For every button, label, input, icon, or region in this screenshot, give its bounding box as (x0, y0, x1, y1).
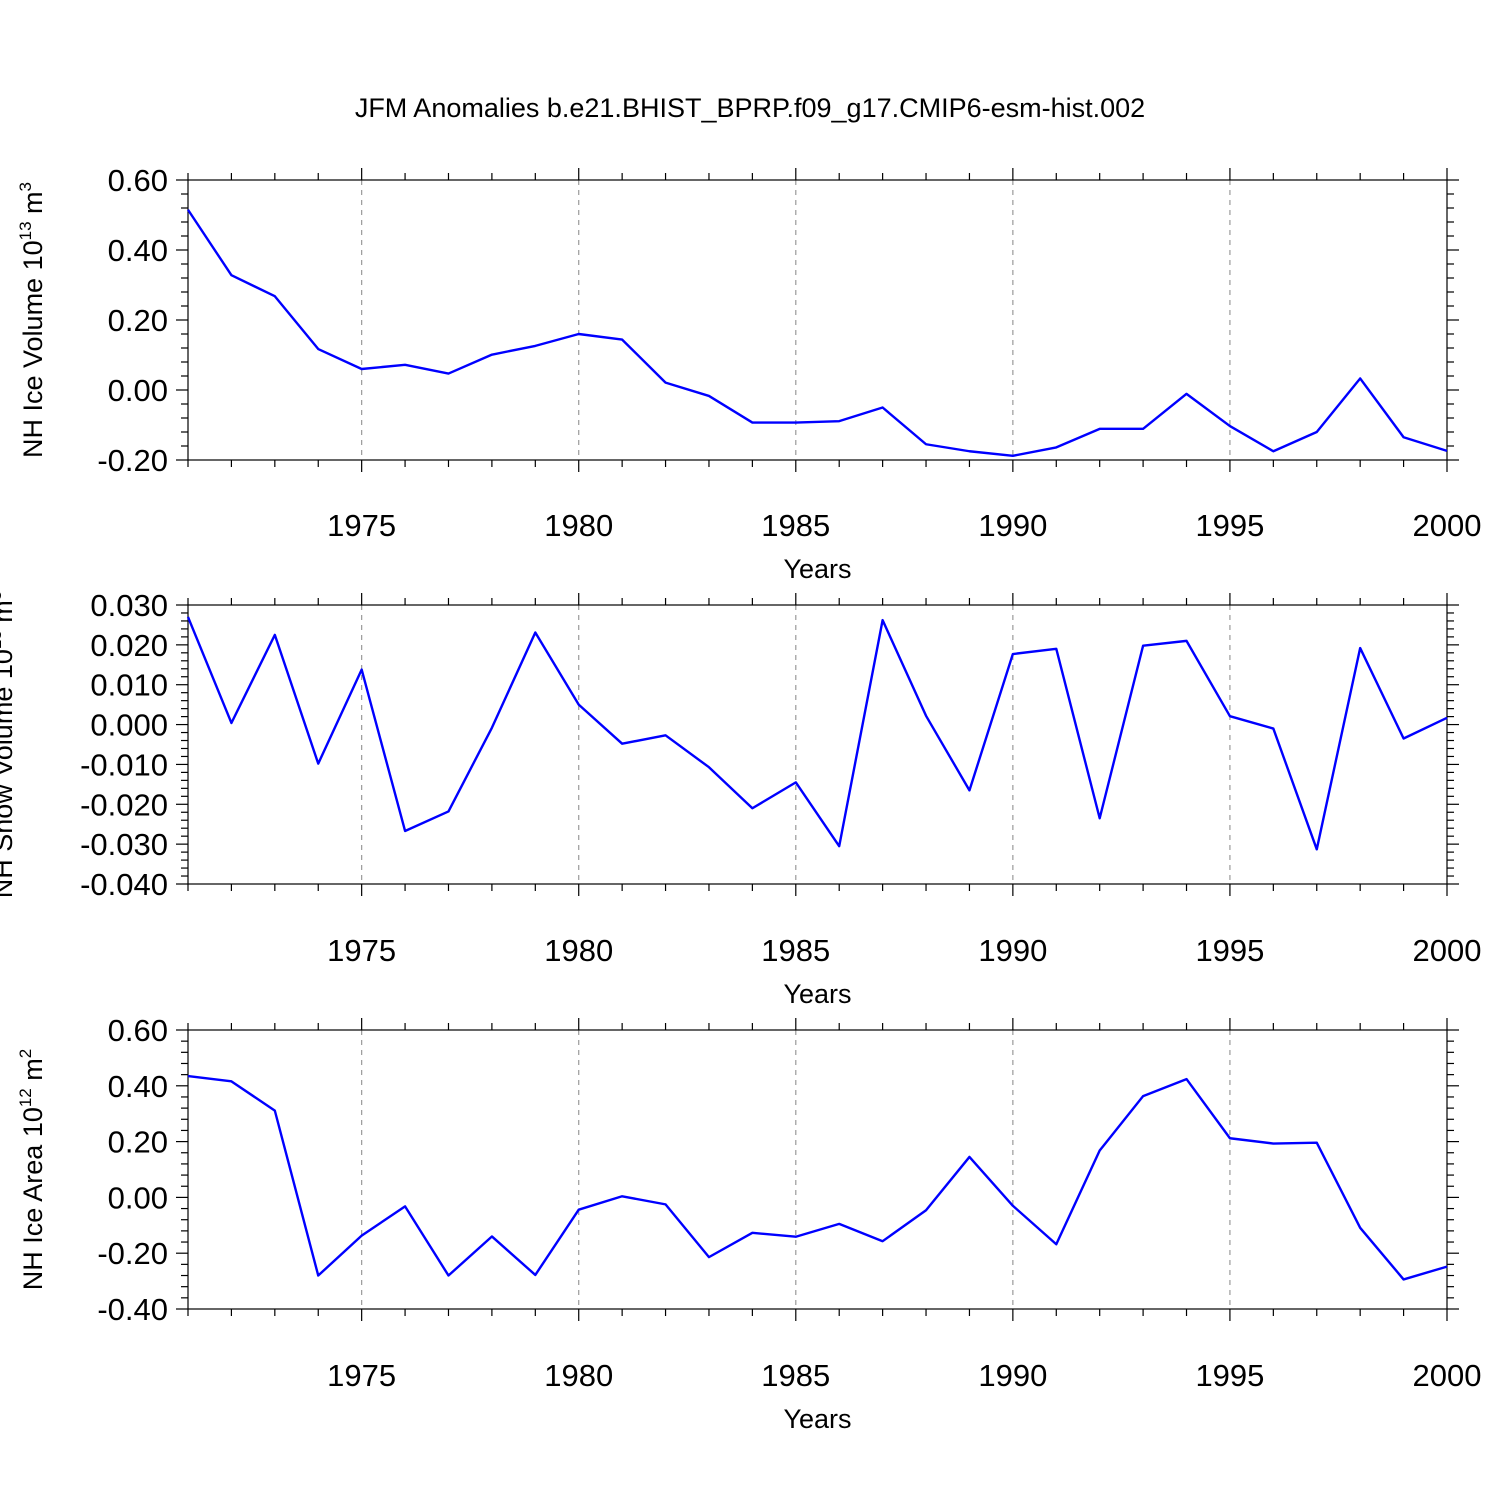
y-tick-label: 0.030 (90, 588, 168, 623)
y-tick-label: 0.20 (108, 1125, 168, 1160)
x-tick-label: 1990 (978, 933, 1047, 968)
y-tick-label: -0.40 (97, 1292, 168, 1327)
x-tick-label: 2000 (1413, 933, 1482, 968)
panel-ice-volume: -0.20 0.00 0.20 0.40 0.60 1975 1980 1985 1990 199… (16, 163, 1481, 584)
x-tick-label: 1975 (327, 933, 396, 968)
panel-snow-volume: -0.040 -0.030 -0.020 -0.010 0.000 0.010 0.020 0… (0, 588, 1481, 1009)
x-tick-label: 1985 (761, 933, 830, 968)
series-line-ice-area (187, 1074, 1448, 1281)
x-tick-label: 1980 (544, 1358, 613, 1393)
x-axis-label: Years (783, 1404, 851, 1434)
plot-frame (187, 179, 1448, 461)
y-tick-label: -0.040 (80, 867, 168, 902)
y-axis-label: NH Ice Area 1012 m2 (16, 1049, 48, 1290)
x-tick-label: 1995 (1195, 933, 1264, 968)
series-line-snow-volume (186, 616, 1448, 851)
x-tick-label: 1990 (978, 508, 1047, 543)
y-tick-label: 0.010 (90, 668, 168, 703)
y-axis-label: NH Snow Volume 1013 m3 (0, 591, 18, 899)
x-tick-label: 1975 (327, 1358, 396, 1393)
x-tick-label: 1985 (761, 508, 830, 543)
x-tick-label: 1990 (978, 1358, 1047, 1393)
y-tick-label: -0.020 (80, 787, 168, 822)
series-line-ice-volume (186, 209, 1448, 457)
x-tick-label: 1980 (544, 933, 613, 968)
y-tick-label: 0.60 (108, 1013, 168, 1048)
chart-title: JFM Anomalies b.e21.BHIST_BPRP.f09_g17.C… (355, 93, 1145, 123)
x-tick-label: 2000 (1413, 1358, 1482, 1393)
y-tick-label: 0.40 (108, 1069, 168, 1104)
x-tick-label: 1975 (327, 508, 396, 543)
x-tick-label: 1985 (761, 1358, 830, 1393)
y-tick-label: -0.030 (80, 827, 168, 862)
y-tick-label: 0.20 (108, 303, 168, 338)
y-tick-label: 0.00 (108, 373, 168, 408)
y-tick-label: 0.40 (108, 233, 168, 268)
x-tick-label: 1980 (544, 508, 613, 543)
y-axis-label: NH Ice Volume 1013 m3 (16, 182, 48, 458)
y-tick-label: -0.20 (97, 1236, 168, 1271)
y-tick-label: 0.00 (108, 1180, 168, 1215)
plot-frame (187, 1029, 1448, 1310)
y-tick-label: -0.010 (80, 747, 168, 782)
x-tick-label: 1995 (1195, 508, 1264, 543)
x-tick-label: 1995 (1195, 1358, 1264, 1393)
panel-ice-area: -0.40 -0.20 0.00 0.20 0.40 0.60 1975 1980 1985 19… (16, 1013, 1481, 1434)
x-tick-label: 2000 (1413, 508, 1482, 543)
y-tick-label: 0.60 (108, 163, 168, 198)
y-tick-label: 0.020 (90, 628, 168, 663)
y-tick-label: 0.000 (90, 708, 168, 743)
x-axis-label: Years (783, 554, 851, 584)
x-axis-label: Years (783, 979, 851, 1009)
y-tick-label: -0.20 (97, 443, 168, 478)
plot-frame (187, 604, 1448, 885)
